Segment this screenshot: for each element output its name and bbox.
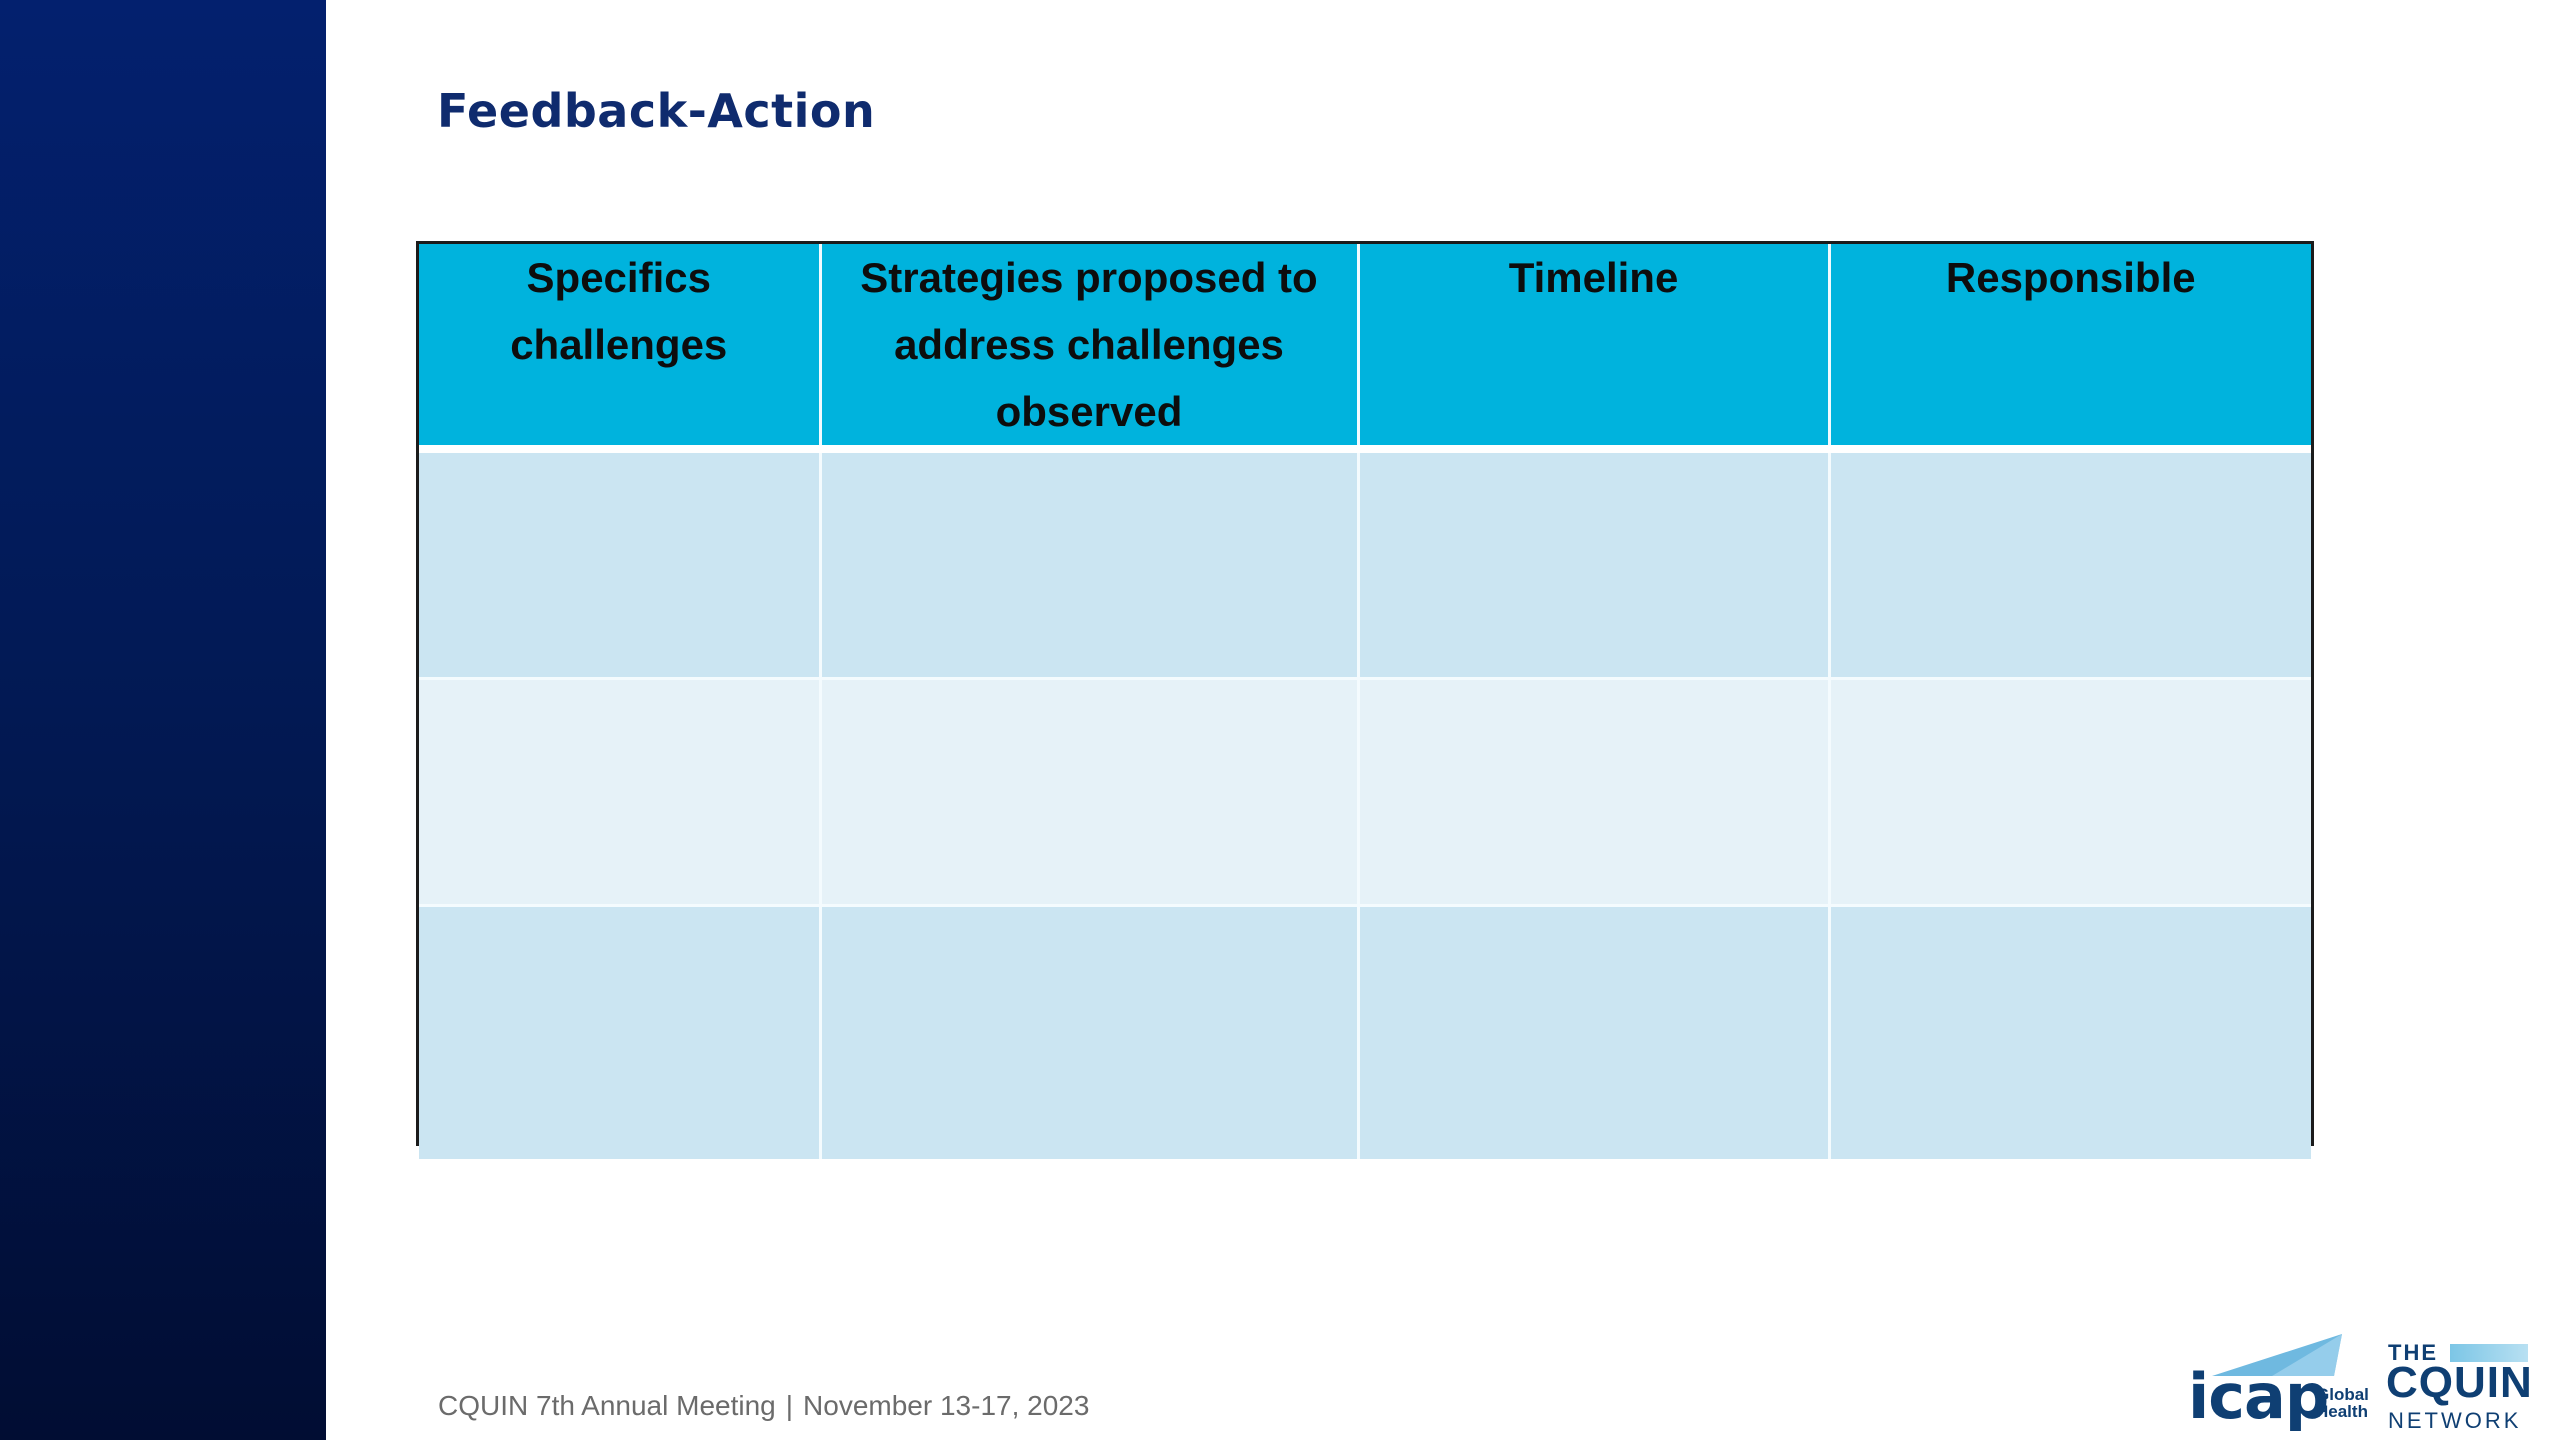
cquin-network: NETWORK	[2388, 1408, 2522, 1433]
table-cell	[419, 905, 822, 1159]
table-cell	[1358, 905, 1831, 1159]
header-specifics-challenges: Specifics challenges	[419, 244, 822, 453]
cquin-name: CQUIN	[2386, 1358, 2533, 1407]
footer-meeting: CQUIN 7th Annual Meeting	[438, 1390, 776, 1421]
header-responsible: Responsible	[1829, 244, 2311, 453]
footer-separator: |	[785, 1390, 794, 1421]
cquin-logo: THE CQUIN NETWORK	[2386, 1340, 2538, 1435]
icap-sub-line2: Health	[2316, 1402, 2368, 1421]
table-row	[419, 678, 2311, 907]
table-cell	[1829, 449, 2311, 680]
table-cell	[1358, 449, 1831, 680]
feedback-action-table: Specifics challenges Strategies proposed…	[416, 241, 2314, 1159]
table-row	[419, 905, 2311, 1159]
header-strategies-proposed: Strategies proposed to address challenge…	[820, 244, 1360, 453]
table: Specifics challenges Strategies proposed…	[419, 244, 2311, 1159]
table-cell	[820, 905, 1360, 1159]
footer-dates: November 13-17, 2023	[803, 1390, 1090, 1421]
footer: CQUIN 7th Annual Meeting | November 13-17,…	[438, 1390, 1089, 1422]
cquin-accent-bar	[2450, 1344, 2528, 1362]
table-header-row: Specifics challenges Strategies proposed…	[419, 244, 2311, 453]
table-cell	[1829, 905, 2311, 1159]
table-cell	[1829, 678, 2311, 907]
icap-subtitle: Global Health	[2316, 1386, 2369, 1420]
icap-wing-icon	[2212, 1334, 2342, 1376]
icap-logo: icap Global Health	[2188, 1334, 2378, 1434]
table-cell	[820, 678, 1360, 907]
header-timeline: Timeline	[1358, 244, 1831, 453]
icap-sub-line1: Global	[2316, 1385, 2369, 1404]
slide-title: Feedback-Action	[437, 84, 876, 138]
cquin-the: THE	[2388, 1340, 2438, 1365]
table-cell	[419, 678, 822, 907]
table-cell	[419, 449, 822, 680]
table-cell	[820, 449, 1360, 680]
sidebar-band	[0, 0, 326, 1440]
table-row	[419, 449, 2311, 680]
table-cell	[1358, 678, 1831, 907]
icap-wordmark: icap	[2188, 1360, 2329, 1433]
